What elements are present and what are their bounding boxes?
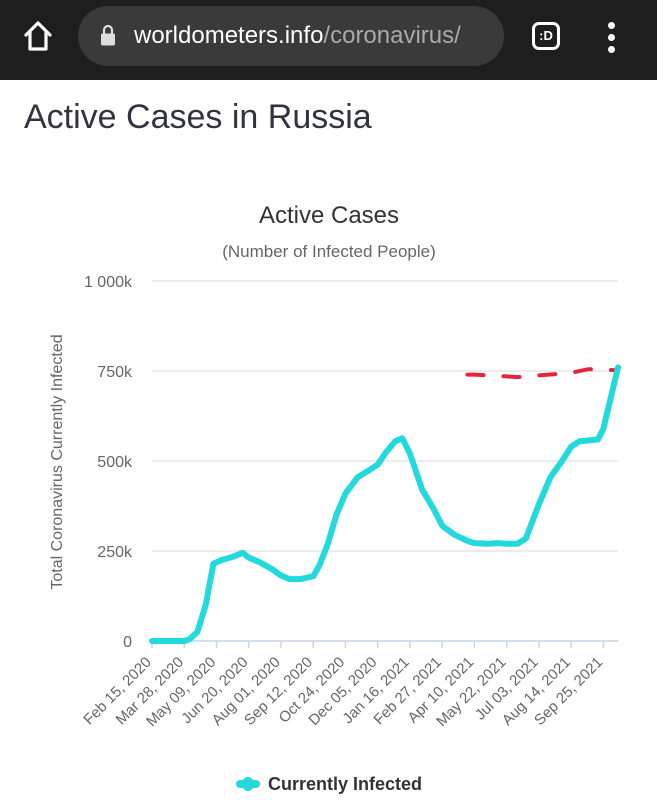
series-line-currently-infected xyxy=(149,364,621,644)
browser-toolbar: worldometers.info/coronavirus/ :D xyxy=(0,0,657,80)
y-tick-label: 1 000k xyxy=(84,274,133,291)
legend-swatch xyxy=(236,777,260,791)
chart-legend[interactable]: Currently Infected xyxy=(236,772,422,796)
red-dashed-annotation xyxy=(465,367,620,380)
home-button[interactable] xyxy=(22,20,54,52)
lock-icon xyxy=(101,24,115,46)
page-title: Active Cases in Russia xyxy=(24,98,372,136)
home-icon xyxy=(24,21,52,51)
url-path: /coronavirus/ xyxy=(323,22,461,49)
y-axis-label: Total Coronavirus Currently Infected xyxy=(49,334,66,589)
url-text: worldometers.info/coronavirus/ xyxy=(134,22,461,50)
y-tick-label: 750k xyxy=(97,364,133,381)
y-tick-label: 250k xyxy=(97,544,133,561)
more-vert-icon[interactable] xyxy=(604,22,618,56)
address-bar[interactable]: worldometers.info/coronavirus/ xyxy=(78,6,504,66)
y-tick-label: 500k xyxy=(97,454,133,471)
url-host: worldometers.info xyxy=(134,22,324,49)
tabs-icon[interactable]: :D xyxy=(532,22,560,50)
y-tick-label: 0 xyxy=(123,634,132,651)
chart-title: Active Cases xyxy=(259,202,399,229)
chart-subtitle: (Number of Infected People) xyxy=(222,242,436,261)
legend-label: Currently Infected xyxy=(268,773,423,794)
